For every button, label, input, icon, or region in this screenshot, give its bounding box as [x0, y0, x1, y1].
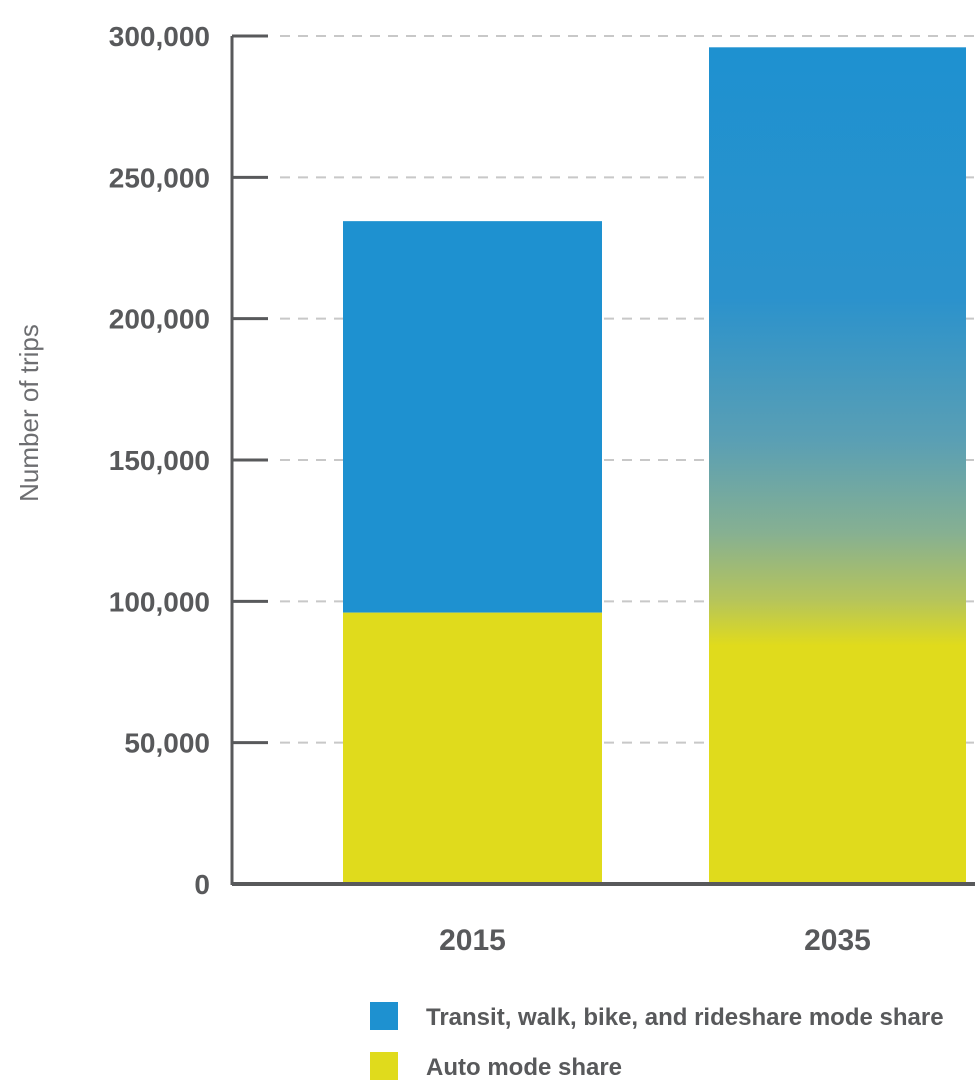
y-tick-label: 100,000: [109, 586, 210, 617]
y-tick-label: 200,000: [109, 304, 210, 335]
axes: [230, 34, 975, 886]
legend-label: Transit, walk, bike, and rideshare mode …: [426, 1004, 944, 1031]
y-tick-label: 150,000: [109, 445, 210, 476]
bar-2035-gradient: [709, 47, 966, 885]
legend-swatch: [370, 1052, 398, 1080]
legend-swatch: [370, 1002, 398, 1030]
y-tick-labels: 0 50,000 100,000 150,000 200,000 250,000 300,0…: [109, 21, 210, 900]
x-tick-labels: 2015 2035: [439, 924, 871, 957]
x-tick-label: 2015: [439, 924, 506, 957]
legend: Transit, walk, bike, and rideshare mode …: [370, 1002, 944, 1081]
y-tick-label: 0: [194, 869, 210, 900]
y-tick-label: 300,000: [109, 21, 210, 52]
bars: [343, 47, 966, 885]
y-tick-label: 250,000: [109, 162, 210, 193]
legend-label: Auto mode share: [426, 1054, 622, 1081]
bar-transit-2015: [343, 221, 602, 613]
x-tick-label: 2035: [804, 924, 871, 957]
bar-auto-2015: [343, 612, 602, 884]
y-axis-label: Number of trips: [14, 324, 44, 502]
y-tick-label: 50,000: [124, 728, 210, 759]
